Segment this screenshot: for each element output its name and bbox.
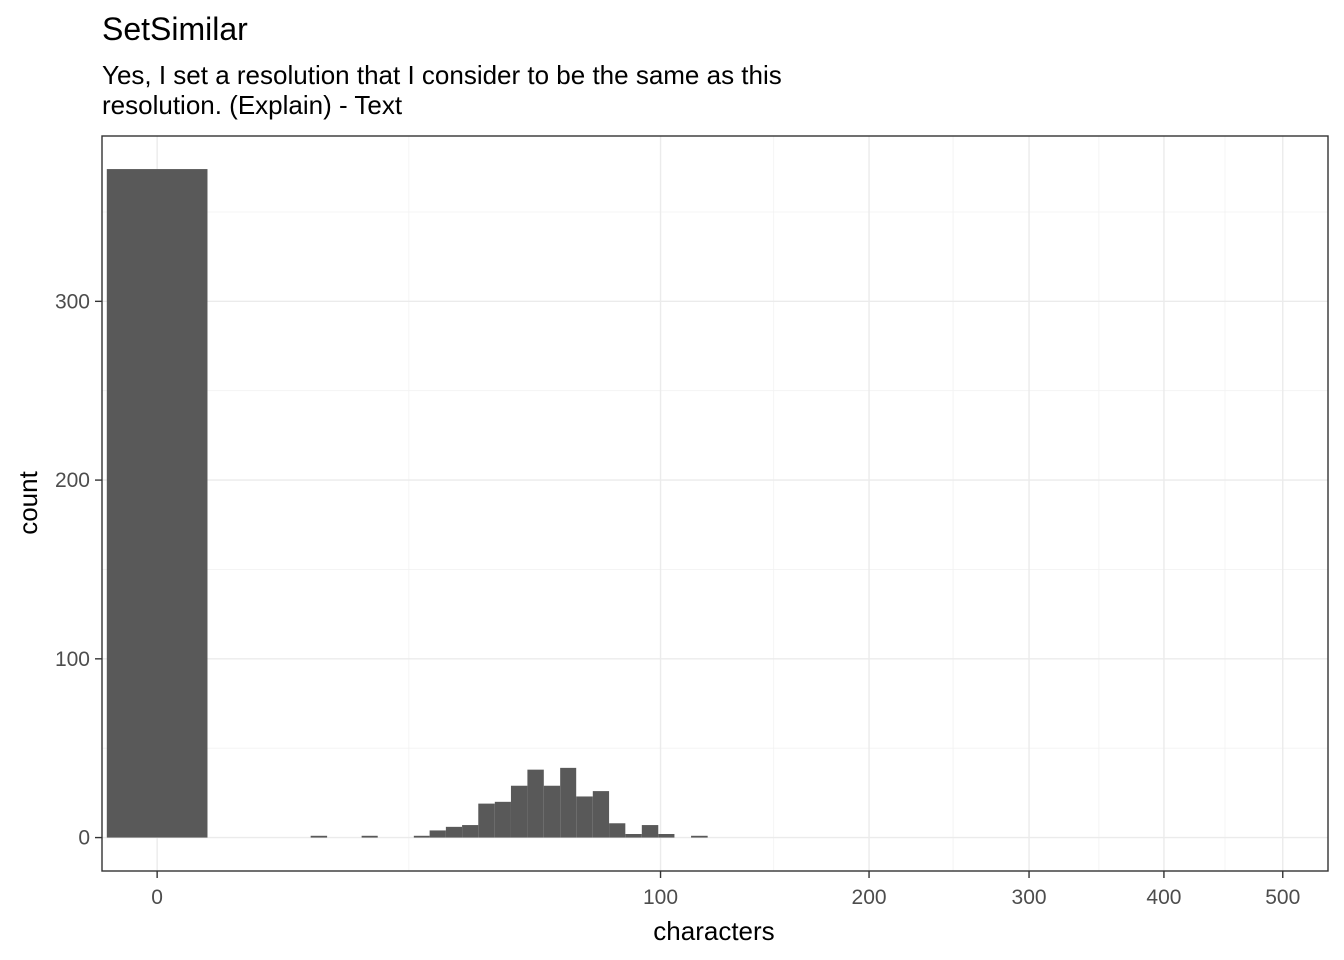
histogram-bar [691,835,708,838]
histogram-bar [625,833,642,838]
histogram-bar [445,826,463,838]
histogram-bar [413,835,430,838]
y-tick-label: 200 [55,469,90,492]
histogram-bar [576,796,593,838]
histogram-bar [510,785,528,838]
plot-panel [101,135,1329,872]
x-tick-label: 500 [1265,886,1300,909]
histogram-bar [494,801,511,838]
major-gridlines [102,136,1328,871]
histogram-bar [310,835,328,838]
x-tick-label: 200 [852,886,887,909]
histogram-bars [106,169,708,838]
y-axis-title: count [13,470,43,534]
y-axis: 0 100 200 300 [55,290,102,850]
histogram-bar [527,769,544,838]
histogram-bar [429,830,446,838]
x-axis: 0 100 200 300 400 500 [151,871,1300,909]
histogram-bar [560,767,577,838]
y-tick-label: 300 [55,290,90,313]
y-tick-label: 100 [55,648,90,671]
histogram-bar [106,169,208,838]
histogram-bar [462,825,479,838]
x-tick-label: 100 [643,886,678,909]
chart-subtitle-line-1: Yes, I set a resolution that I consider … [102,60,782,90]
histogram-bar [609,823,626,838]
histogram-bar [641,825,659,838]
histogram-bar [658,833,675,838]
histogram-bar [592,791,610,838]
chart-title: SetSimilar [102,11,248,47]
histogram-bar [478,803,495,838]
panel-border [101,135,1329,872]
histogram-bar [361,835,378,838]
x-tick-label: 400 [1146,886,1181,909]
y-tick-label: 0 [78,827,90,850]
minor-gridlines [102,136,1328,871]
x-axis-title: characters [653,916,774,946]
chart-subtitle-line-2: resolution. (Explain) - Text [102,90,403,120]
x-tick-label: 300 [1012,886,1047,909]
histogram-bar [543,785,561,838]
x-tick-label: 0 [151,886,163,909]
